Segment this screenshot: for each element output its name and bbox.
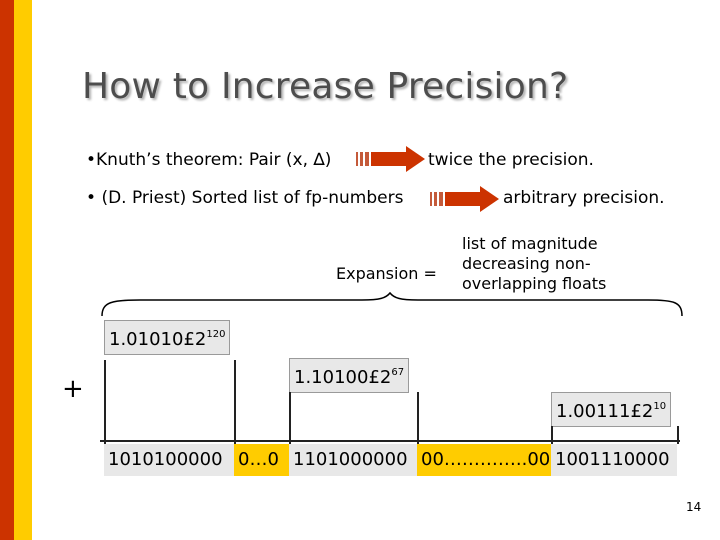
bullet-knuth-result: twice the precision. bbox=[428, 150, 594, 170]
expansion-term-2: 1.10100£267 bbox=[289, 358, 410, 393]
result-segment: 1010100000 bbox=[104, 444, 234, 476]
expansion-definition-line: list of magnitude bbox=[462, 234, 598, 253]
bullet-priest-result: arbitrary precision. bbox=[503, 188, 665, 208]
bullet-priest-text: (D. Priest) Sorted list of fp-numbers bbox=[101, 188, 404, 208]
page-number: 14 bbox=[686, 500, 702, 514]
expansion-term-1: 1.01010£2120 bbox=[104, 320, 231, 355]
result-segment: 1001110000 bbox=[551, 444, 677, 476]
result-segment: 00…………..00 bbox=[417, 444, 551, 476]
left-yellow-bar bbox=[14, 0, 32, 540]
bullet-dot: • bbox=[86, 188, 97, 208]
bullet-dot: • bbox=[86, 150, 97, 170]
expansion-definition: list of magnitude decreasing non- overla… bbox=[462, 234, 606, 294]
arrow-right-icon bbox=[430, 186, 499, 212]
result-segment: 0…0 bbox=[234, 444, 289, 476]
bit-boundary-line bbox=[551, 426, 553, 444]
sum-line bbox=[100, 440, 680, 442]
plus-sign: + bbox=[62, 374, 84, 404]
arrow-right-icon bbox=[356, 146, 425, 172]
bullet-knuth-text: Knuth’s theorem: Pair (x, ∆) bbox=[96, 150, 332, 170]
expansion-label: Expansion = bbox=[336, 264, 437, 283]
bit-boundary-line bbox=[234, 360, 236, 444]
expansion-definition-line: overlapping floats bbox=[462, 274, 607, 293]
bit-boundary-line bbox=[104, 360, 106, 444]
bit-boundary-line bbox=[417, 392, 419, 444]
left-accent-bar bbox=[0, 0, 14, 540]
expansion-definition-line: decreasing non- bbox=[462, 254, 591, 273]
slide-title: How to Increase Precision? bbox=[82, 66, 569, 107]
bullet-knuth: •Knuth’s theorem: Pair (x, ∆) bbox=[86, 150, 331, 170]
result-segment: 1101000000 bbox=[289, 444, 417, 476]
bit-boundary-line bbox=[677, 426, 679, 444]
expansion-term-3: 1.00111£210 bbox=[551, 392, 672, 427]
bit-boundary-line bbox=[289, 392, 291, 444]
curly-brace bbox=[101, 292, 683, 317]
bullet-priest: • (D. Priest) Sorted list of fp-numbers bbox=[86, 188, 403, 208]
